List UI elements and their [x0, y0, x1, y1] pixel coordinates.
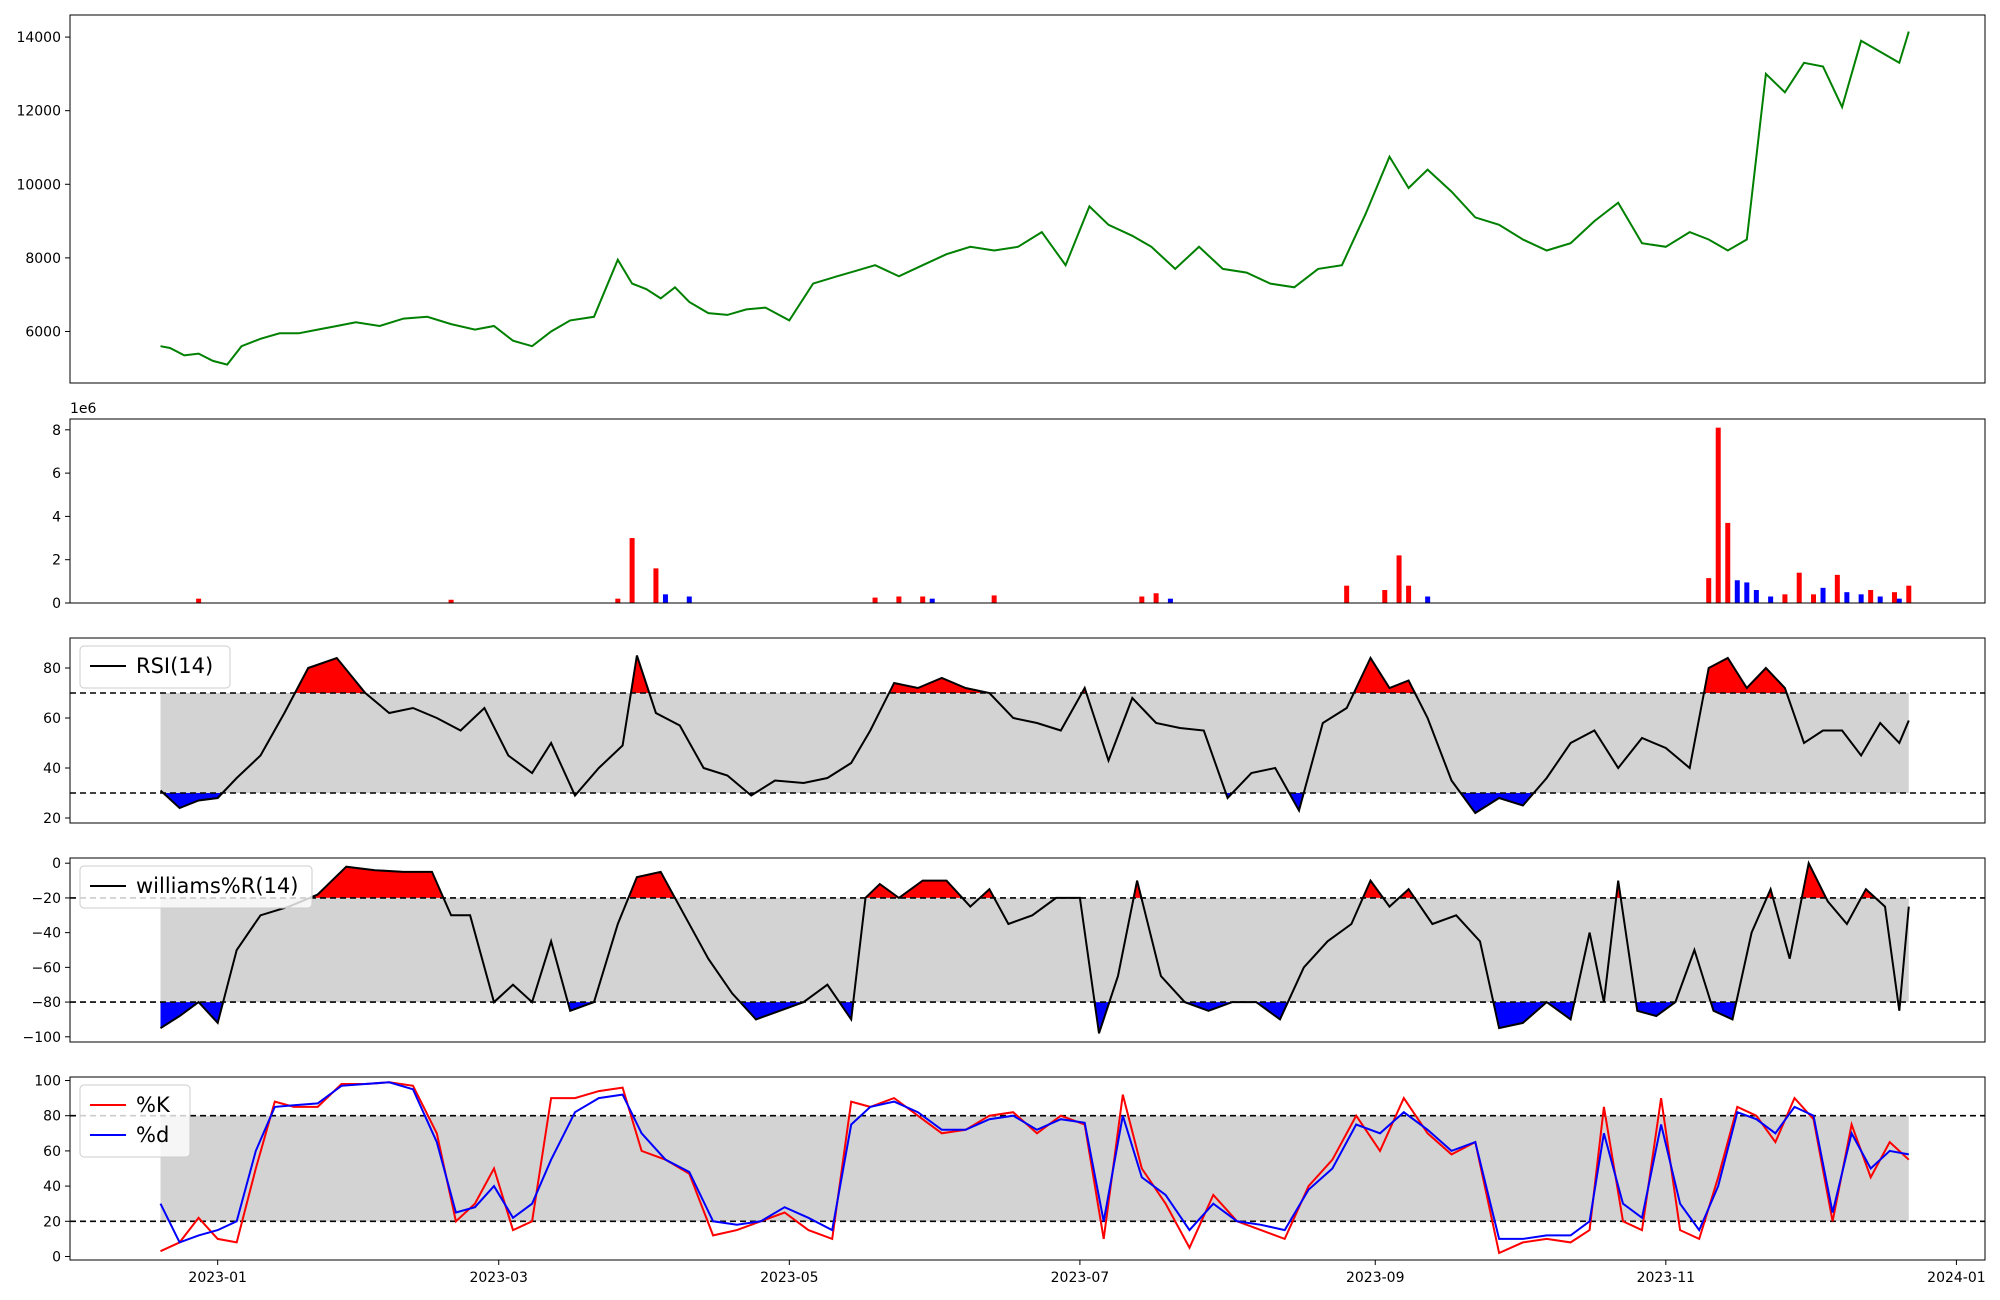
- axes-frame: [69, 857, 1986, 1043]
- volume-bar: [1768, 596, 1774, 603]
- series-line: [159, 655, 1910, 815]
- axes-frame: [69, 637, 1986, 824]
- overbought-fill: [160, 657, 1909, 693]
- volume-bar: [1834, 574, 1840, 603]
- y-tick-label: 100: [34, 1074, 61, 1090]
- y-tick-label: 2: [52, 553, 61, 569]
- y-tick-label: −20: [31, 891, 61, 907]
- y-tick-label: 6: [52, 466, 61, 482]
- volume-bar: [615, 598, 621, 603]
- volume-bar: [1153, 593, 1159, 603]
- volume-bar: [896, 596, 902, 603]
- y-tick-label: 12000: [16, 104, 61, 120]
- axes-frame: [69, 14, 1986, 384]
- volume-bar: [1906, 585, 1912, 603]
- y-tick-label: −40: [31, 926, 61, 942]
- volume-bar: [1820, 587, 1826, 603]
- offset-label: 1e6: [70, 401, 97, 417]
- volume-bar: [872, 597, 878, 603]
- volume-bar: [1858, 594, 1864, 603]
- y-tick-label: 40: [43, 1179, 61, 1195]
- y-tick-label: −80: [31, 995, 61, 1011]
- x-tick-label: 2023-07: [1051, 1270, 1110, 1286]
- y-tick-label: 10000: [16, 177, 61, 193]
- volume-bar: [1877, 596, 1883, 603]
- y-tick-label: 0: [52, 1249, 61, 1265]
- volume-bar: [629, 538, 635, 603]
- series-line: [159, 860, 1910, 1034]
- y-tick-label: −60: [31, 960, 61, 976]
- neutral-band: [160, 693, 1909, 793]
- volume-bar: [1868, 590, 1874, 603]
- y-tick-label: 60: [43, 1144, 61, 1160]
- x-tick-label: 2024-01: [1927, 1270, 1986, 1286]
- y-tick-label: 80: [43, 1109, 61, 1125]
- y-tick-label: 8: [52, 423, 61, 439]
- volume-bar: [1396, 555, 1402, 603]
- x-tick-label: 2023-01: [188, 1270, 247, 1286]
- y-tick-label: 60: [43, 711, 61, 727]
- volume-bar: [1406, 585, 1412, 603]
- legend-box: [79, 645, 231, 689]
- volume-bar: [686, 596, 692, 603]
- volume-bar: [1382, 590, 1388, 603]
- volume-bar: [1844, 592, 1850, 603]
- volume-bar: [196, 598, 202, 603]
- y-tick-label: 0: [52, 856, 61, 872]
- volume-bar: [1896, 598, 1902, 603]
- x-tick-label: 2023-09: [1346, 1270, 1405, 1286]
- x-tick-label: 2023-03: [469, 1270, 528, 1286]
- oversold-fill: [160, 1002, 1909, 1032]
- legend-label: williams%R(14): [136, 874, 298, 898]
- series-line: [159, 1081, 1909, 1244]
- volume-bar: [1706, 578, 1712, 603]
- volume-bar: [1167, 598, 1173, 603]
- overbought-fill: [160, 864, 1909, 898]
- y-tick-label: 40: [43, 761, 61, 777]
- y-tick-label: 20: [43, 811, 61, 827]
- y-tick-label: 4: [52, 509, 61, 525]
- volume-bar: [448, 599, 454, 603]
- volume-bar: [929, 598, 935, 603]
- y-tick-label: 80: [43, 661, 61, 677]
- legend-label: %d: [136, 1123, 169, 1147]
- volume-bar: [653, 568, 659, 603]
- x-tick-label: 2023-11: [1637, 1270, 1696, 1286]
- volume-bar: [1715, 427, 1721, 603]
- axes-frame: [69, 1076, 1986, 1261]
- volume-bar: [1796, 572, 1802, 603]
- y-tick-label: 0: [52, 596, 61, 612]
- volume-bar: [1425, 596, 1431, 603]
- volume-bar: [1811, 594, 1817, 603]
- volume-bar: [1782, 594, 1788, 603]
- volume-bar: [1734, 580, 1740, 603]
- volume-bar: [1753, 590, 1759, 603]
- legend-box: [79, 865, 313, 909]
- volume-bar: [1344, 585, 1350, 603]
- price-line: [160, 31, 1910, 366]
- y-tick-label: −100: [23, 1030, 61, 1046]
- legend-label: RSI(14): [136, 654, 213, 678]
- volume-bar: [1891, 592, 1897, 603]
- volume-bar: [1139, 596, 1145, 603]
- volume-bar: [1744, 582, 1750, 603]
- x-tick-label: 2023-05: [760, 1270, 819, 1286]
- y-tick-label: 6000: [25, 324, 61, 340]
- volume-bar: [662, 594, 668, 603]
- y-tick-label: 8000: [25, 251, 61, 267]
- y-tick-label: 20: [43, 1214, 61, 1230]
- volume-bar: [991, 595, 997, 603]
- volume-bar: [1725, 522, 1731, 603]
- y-tick-label: 14000: [16, 30, 61, 46]
- oversold-fill: [160, 793, 1909, 813]
- axes-frame: [69, 418, 1986, 604]
- legend-box: [79, 1084, 191, 1158]
- volume-bar: [920, 596, 926, 603]
- legend-label: %K: [136, 1093, 171, 1117]
